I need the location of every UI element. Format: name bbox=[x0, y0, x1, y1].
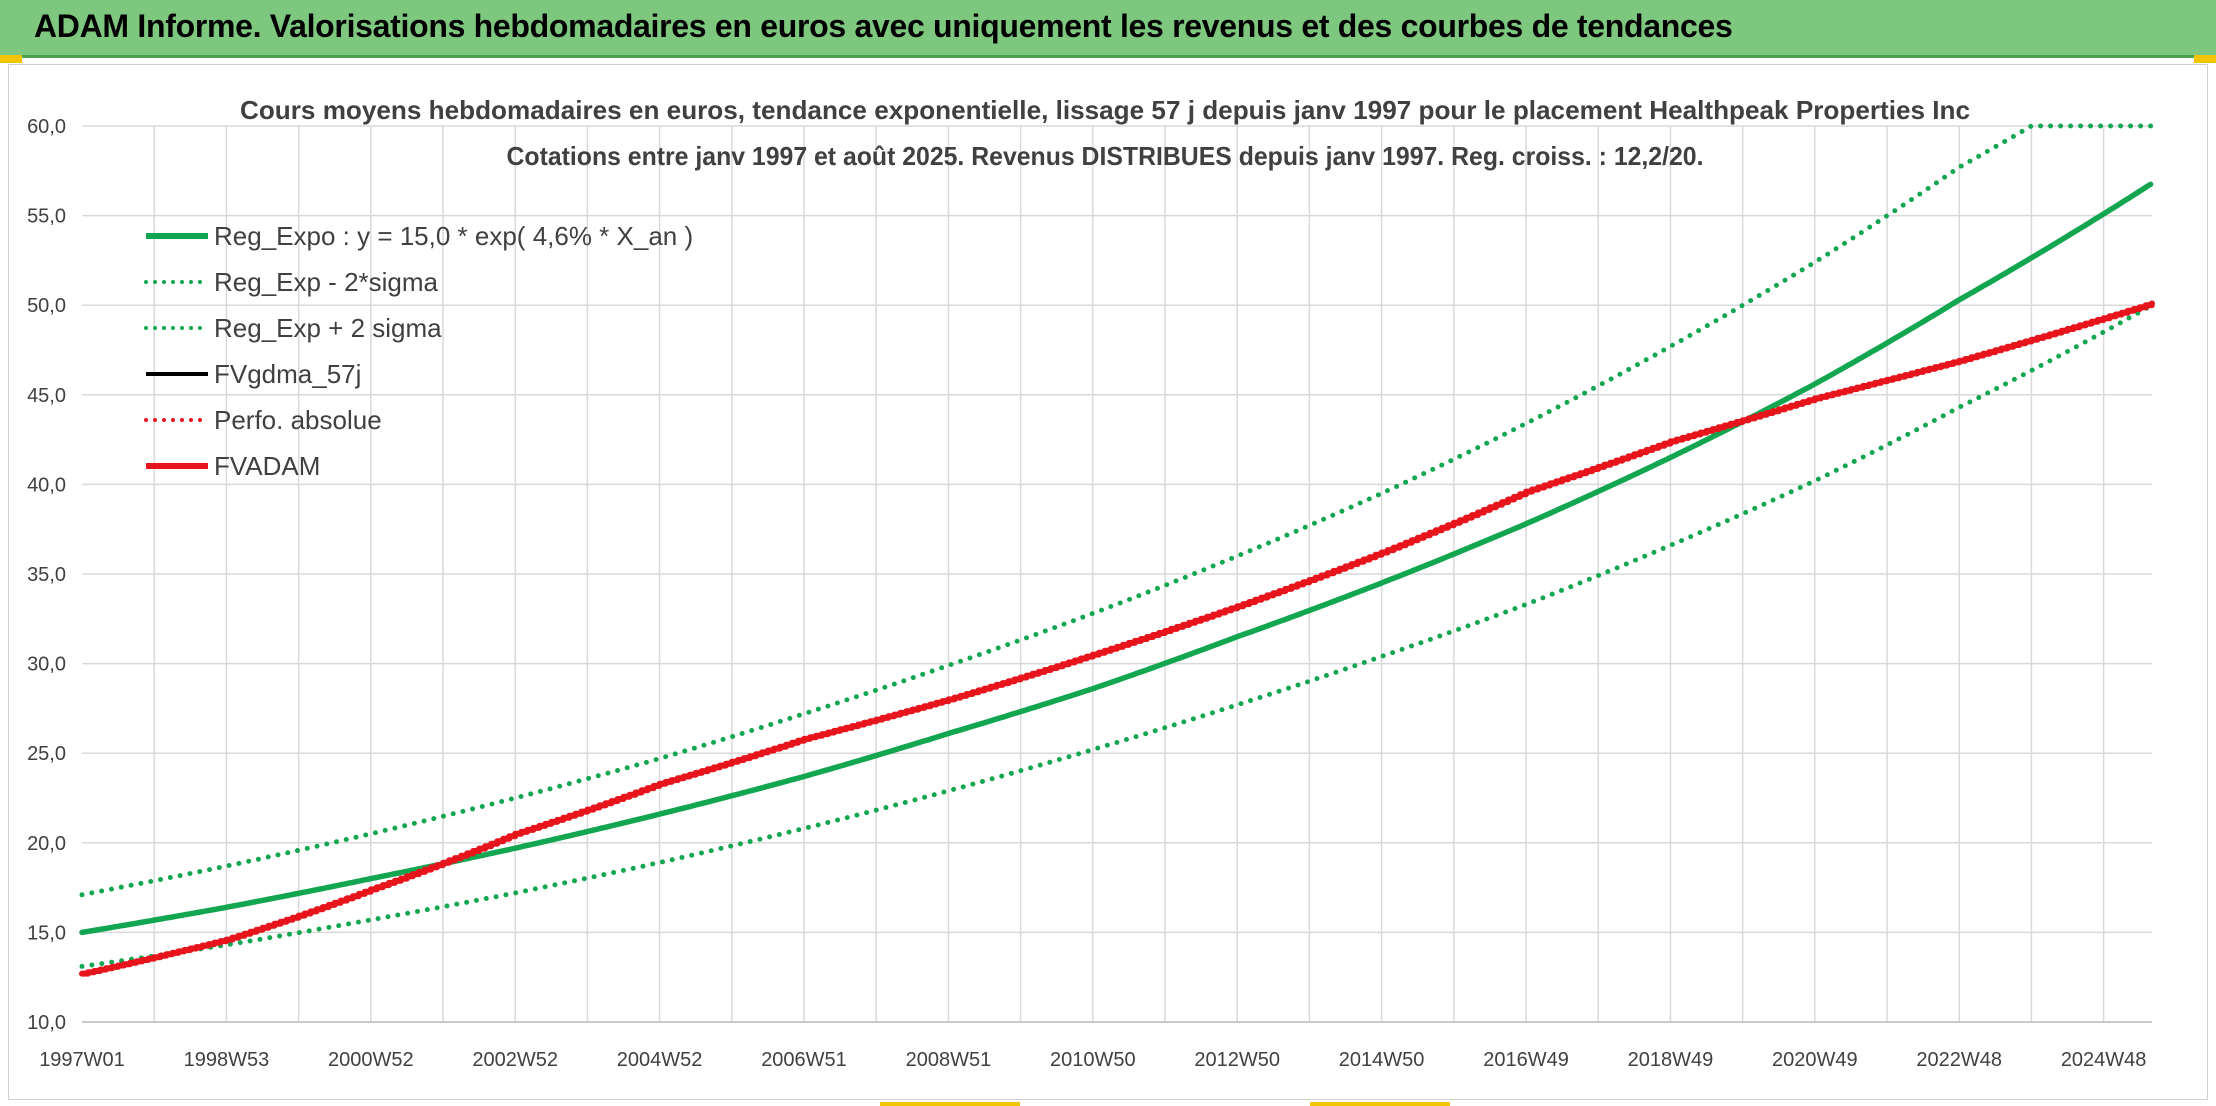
x-tick-label: 2010W50 bbox=[1050, 1049, 1136, 1071]
x-tick-label: 2020W49 bbox=[1772, 1049, 1858, 1071]
y-axis-ticks: 10,0 15,0 20,0 25,0 30,0 35,0 40,0 45,0 50,0 55,0… bbox=[27, 116, 66, 1034]
x-tick-label: 2002W52 bbox=[472, 1049, 558, 1071]
y-tick-label: 10,0 bbox=[27, 1012, 66, 1034]
legend-label: Perfo. absolue bbox=[214, 405, 382, 435]
series-line bbox=[79, 300, 2155, 977]
x-tick-label: 2006W51 bbox=[761, 1049, 847, 1071]
chart-series bbox=[79, 123, 2155, 977]
chart-grid bbox=[82, 125, 2152, 1023]
legend-label: Reg_Exp - 2*sigma bbox=[214, 267, 439, 297]
x-tick-label: 2016W49 bbox=[1483, 1049, 1569, 1071]
x-axis-ticks: 1997W01 1998W53 2000W52 2002W52 2004W52 2006W… bbox=[39, 1049, 2146, 1071]
x-tick-label: 1997W01 bbox=[39, 1049, 125, 1071]
y-tick-label: 30,0 bbox=[27, 654, 66, 676]
legend-label: Reg_Expo : y = 15,0 * exp( 4,6% * X_an ) bbox=[214, 221, 693, 251]
y-tick-label: 35,0 bbox=[27, 564, 66, 586]
x-tick-label: 2018W49 bbox=[1628, 1049, 1714, 1071]
y-tick-label: 55,0 bbox=[27, 206, 66, 228]
chart-legend: Reg_Expo : y = 15,0 * exp( 4,6% * X_an )… bbox=[144, 221, 693, 481]
corner-marker-left bbox=[0, 55, 22, 63]
x-tick-label: 2008W51 bbox=[906, 1049, 992, 1071]
report-banner: ADAM Informe. Valorisations hebdomadaire… bbox=[0, 0, 2216, 58]
x-tick-label: 2012W50 bbox=[1194, 1049, 1280, 1071]
y-tick-label: 45,0 bbox=[27, 385, 66, 407]
report-title: ADAM Informe. Valorisations hebdomadaire… bbox=[34, 8, 1733, 44]
x-tick-label: 2014W50 bbox=[1339, 1049, 1425, 1071]
corner-marker-right bbox=[2194, 55, 2216, 63]
y-tick-label: 40,0 bbox=[27, 474, 66, 496]
legend-label: FVgdma_57j bbox=[214, 359, 361, 389]
y-tick-label: 15,0 bbox=[27, 922, 66, 944]
y-tick-label: 60,0 bbox=[27, 116, 66, 138]
y-tick-label: 20,0 bbox=[27, 833, 66, 855]
chart-title: Cours moyens hebdomadaires en euros, ten… bbox=[240, 95, 1970, 125]
y-tick-label: 50,0 bbox=[27, 295, 66, 317]
y-tick-label: 25,0 bbox=[27, 743, 66, 765]
chart-frame bbox=[8, 64, 2208, 1100]
x-tick-label: 1998W53 bbox=[184, 1049, 270, 1071]
x-tick-label: 2022W48 bbox=[1916, 1049, 2002, 1071]
x-tick-label: 2000W52 bbox=[328, 1049, 414, 1071]
x-tick-label: 2024W48 bbox=[2061, 1049, 2147, 1071]
legend-label: FVADAM bbox=[214, 451, 320, 481]
x-tick-label: 2004W52 bbox=[617, 1049, 703, 1071]
legend-label: Reg_Exp + 2 sigma bbox=[214, 313, 442, 343]
bottom-marker bbox=[1310, 1102, 1450, 1106]
bottom-marker bbox=[880, 1102, 1020, 1106]
chart-subtitle: Cotations entre janv 1997 et août 2025. … bbox=[507, 141, 1704, 171]
series-line bbox=[79, 303, 2154, 969]
